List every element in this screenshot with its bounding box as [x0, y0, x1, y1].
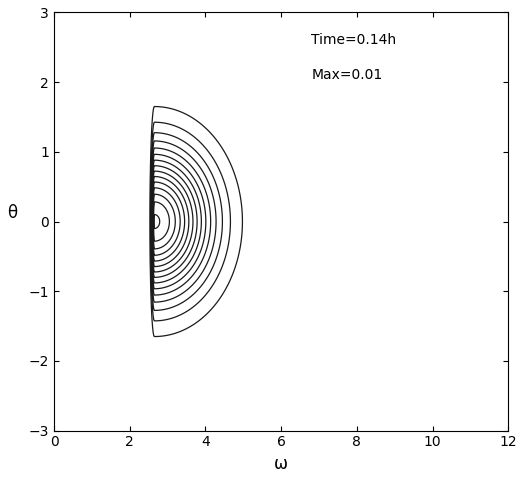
- Y-axis label: θ: θ: [7, 204, 17, 222]
- X-axis label: ω: ω: [274, 455, 288, 473]
- Text: Max=0.01: Max=0.01: [311, 68, 383, 82]
- Text: Time=0.14h: Time=0.14h: [311, 33, 397, 48]
